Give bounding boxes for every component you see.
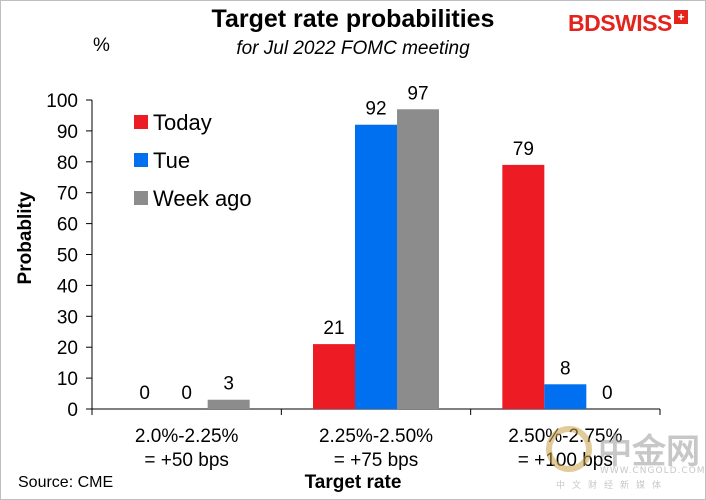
- data-label: 21: [323, 318, 344, 339]
- bar-week-ago: [397, 109, 439, 410]
- legend-swatch-today: [134, 115, 148, 129]
- legend-label: Week ago: [153, 186, 252, 211]
- bar-tue: [355, 124, 397, 409]
- bar-week-ago: [207, 399, 250, 409]
- y-tick-label: 10: [57, 369, 78, 390]
- legend-swatch-tue: [134, 153, 148, 167]
- bar-today: [502, 164, 545, 409]
- data-label: 3: [223, 374, 234, 395]
- chart-subtitle: for Jul 2022 FOMC meeting: [236, 38, 470, 59]
- y-tick-label: 50: [57, 246, 78, 267]
- category-label: = +75 bps: [334, 450, 419, 471]
- logo-text-bd: BD: [568, 10, 601, 36]
- data-label: 8: [560, 358, 571, 379]
- bar-today: [313, 344, 355, 409]
- category-label: 2.50%-2.75%: [508, 426, 622, 447]
- data-label: 0: [139, 383, 150, 404]
- y-tick-label: 20: [57, 338, 78, 359]
- legend-swatch-week-ago: [134, 191, 148, 205]
- category-label: = +50 bps: [144, 450, 229, 471]
- y-tick-label: 60: [57, 215, 78, 236]
- legend-label: Tue: [153, 148, 190, 173]
- data-label: 0: [181, 383, 192, 404]
- bdswiss-logo: BDSWISS +: [568, 10, 688, 37]
- logo-plus-icon: +: [673, 10, 688, 24]
- x-axis-label: Target rate: [304, 472, 402, 493]
- chart-title: Target rate probabilities: [211, 5, 495, 33]
- y-axis-unit: %: [93, 35, 110, 56]
- legend-label: Today: [153, 110, 212, 135]
- y-tick-label: 90: [57, 122, 78, 143]
- data-label: 92: [365, 99, 386, 120]
- y-tick-label: 0: [67, 400, 78, 421]
- category-label: 2.0%-2.25%: [135, 426, 239, 447]
- y-tick-label: 30: [57, 307, 78, 328]
- category-label: 2.25%-2.50%: [319, 426, 433, 447]
- data-label: 0: [602, 383, 613, 404]
- data-label: 97: [407, 83, 428, 104]
- y-tick-label: 80: [57, 153, 78, 174]
- bar-tue: [544, 384, 587, 409]
- y-tick-label: 40: [57, 276, 78, 297]
- y-tick-label: 70: [57, 184, 78, 205]
- logo-text-swiss: SWISS: [600, 10, 672, 36]
- data-label: 79: [513, 139, 534, 160]
- y-tick-label: 100: [46, 91, 78, 112]
- source-note: Source: CME: [18, 474, 114, 491]
- category-label: = +100 bps: [518, 450, 613, 471]
